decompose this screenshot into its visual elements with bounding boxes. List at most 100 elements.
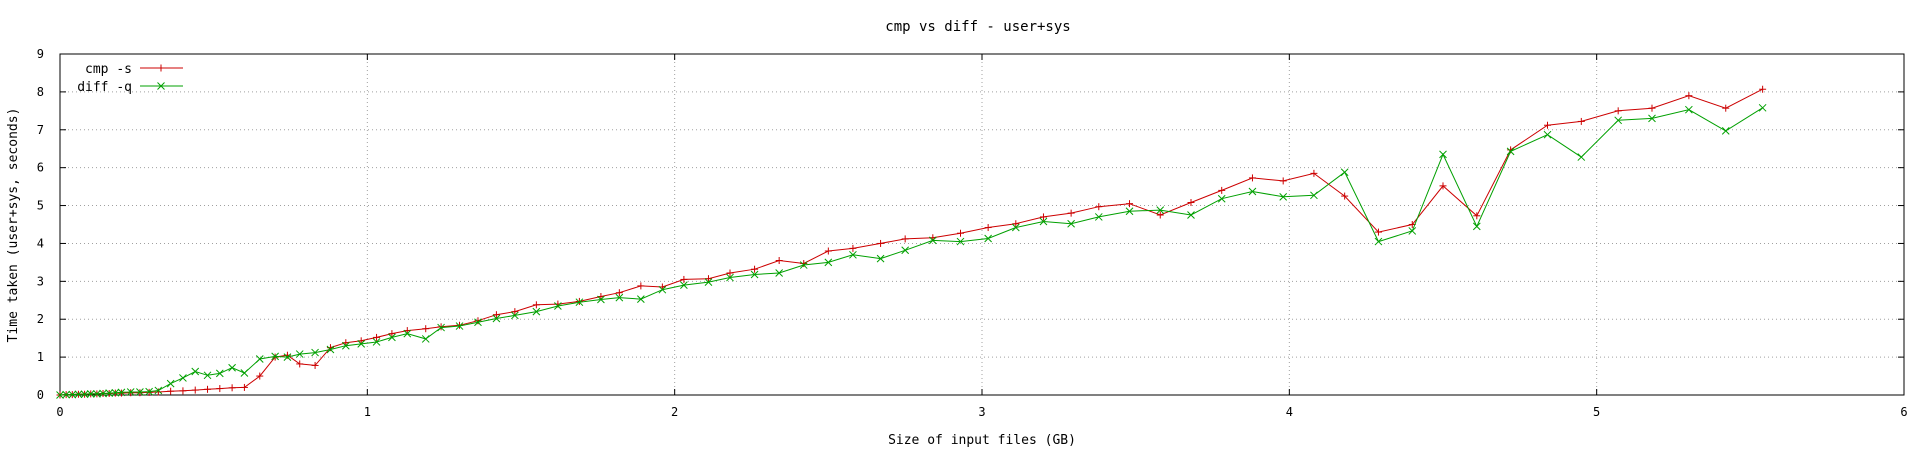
data-point — [704, 275, 712, 283]
data-point — [388, 330, 396, 338]
y-tick-label: 5 — [37, 199, 44, 213]
data-point — [1012, 220, 1020, 228]
data-point — [56, 391, 64, 399]
data-point — [1217, 194, 1226, 203]
data-point — [1095, 203, 1103, 211]
data-point — [726, 273, 734, 282]
data-point — [166, 379, 175, 388]
data-point — [680, 281, 688, 289]
data-point — [680, 275, 688, 283]
data-point — [532, 307, 541, 316]
data-point — [68, 390, 77, 399]
data-point — [1721, 127, 1730, 135]
data-point — [928, 236, 937, 245]
data-point — [105, 389, 114, 397]
data-point — [422, 325, 430, 333]
data-point — [511, 308, 519, 316]
data-point — [1439, 150, 1447, 159]
data-point — [1279, 177, 1287, 185]
y-tick-label: 8 — [37, 85, 44, 99]
data-point — [154, 388, 162, 396]
data-point — [984, 234, 993, 243]
data-point — [1218, 186, 1226, 194]
chart-title: cmp vs diff - user+sys — [885, 19, 1070, 35]
data-point — [283, 353, 292, 361]
y-tick-label: 3 — [37, 274, 44, 288]
data-point — [145, 387, 153, 396]
data-point — [127, 389, 135, 397]
data-point — [154, 386, 163, 395]
x-tick-label: 5 — [1593, 405, 1600, 419]
data-point — [799, 261, 808, 269]
data-point — [1577, 117, 1585, 125]
data-point — [373, 333, 381, 341]
data-point — [228, 363, 236, 372]
data-point — [726, 269, 734, 277]
x-tick-label: 4 — [1286, 405, 1293, 419]
data-point — [99, 389, 107, 398]
data-point — [1187, 211, 1195, 219]
data-point — [311, 361, 319, 369]
data-point — [1340, 168, 1349, 177]
data-point — [86, 390, 95, 398]
data-point — [1722, 104, 1730, 112]
data-point — [956, 229, 964, 237]
data-point — [455, 322, 464, 330]
y-axis-label: Time taken (user+sys, seconds) — [6, 108, 21, 343]
data-point — [1439, 182, 1447, 190]
plot-border — [59, 53, 1905, 396]
grid — [60, 54, 1904, 395]
data-point — [510, 311, 519, 320]
x-tick-label: 0 — [56, 405, 63, 419]
data-point — [80, 390, 89, 399]
data-point — [751, 265, 759, 273]
data-point — [1125, 207, 1134, 216]
data-point — [357, 339, 366, 348]
data-point — [256, 372, 264, 380]
x-tick-label: 6 — [1900, 405, 1907, 419]
data-point — [1685, 105, 1693, 114]
data-point — [388, 333, 396, 342]
legend-label-diff: diff -q — [77, 80, 132, 95]
data-point — [74, 390, 83, 399]
data-point — [1648, 104, 1656, 112]
data-point — [658, 285, 667, 294]
data-point — [1156, 206, 1165, 214]
data-point — [341, 341, 350, 350]
data-point — [637, 295, 645, 303]
data-point — [295, 350, 304, 358]
y-tick-label: 6 — [37, 161, 44, 175]
data-point — [136, 389, 144, 397]
data-point — [1506, 147, 1515, 156]
data-point — [1279, 192, 1288, 201]
data-point — [1248, 187, 1257, 196]
data-point — [311, 348, 319, 357]
data-point — [1126, 200, 1134, 208]
data-point — [637, 282, 645, 290]
data-point — [204, 385, 212, 393]
data-point — [1187, 199, 1195, 207]
data-point — [62, 390, 71, 399]
data-point — [750, 270, 759, 279]
legend: cmp -s diff -q — [77, 62, 183, 95]
data-point — [1374, 237, 1383, 246]
data-point — [1067, 209, 1075, 217]
x-tick-label: 2 — [671, 405, 678, 419]
data-point — [877, 239, 885, 247]
data-point — [876, 254, 885, 263]
data-point — [615, 289, 623, 297]
data-point — [775, 269, 784, 277]
data-point — [216, 385, 224, 393]
x-tick-label: 1 — [364, 405, 371, 419]
data-point — [597, 295, 605, 304]
data-point — [1614, 107, 1622, 115]
data-point — [1543, 121, 1551, 129]
data-point — [474, 317, 482, 325]
data-point — [824, 258, 833, 267]
data-point — [215, 369, 224, 378]
data-point — [1094, 213, 1103, 221]
y-tick-label: 1 — [37, 350, 44, 364]
data-point — [1039, 217, 1048, 226]
data-point — [1543, 130, 1552, 139]
x-axis-label: Size of input files (GB) — [888, 433, 1076, 448]
